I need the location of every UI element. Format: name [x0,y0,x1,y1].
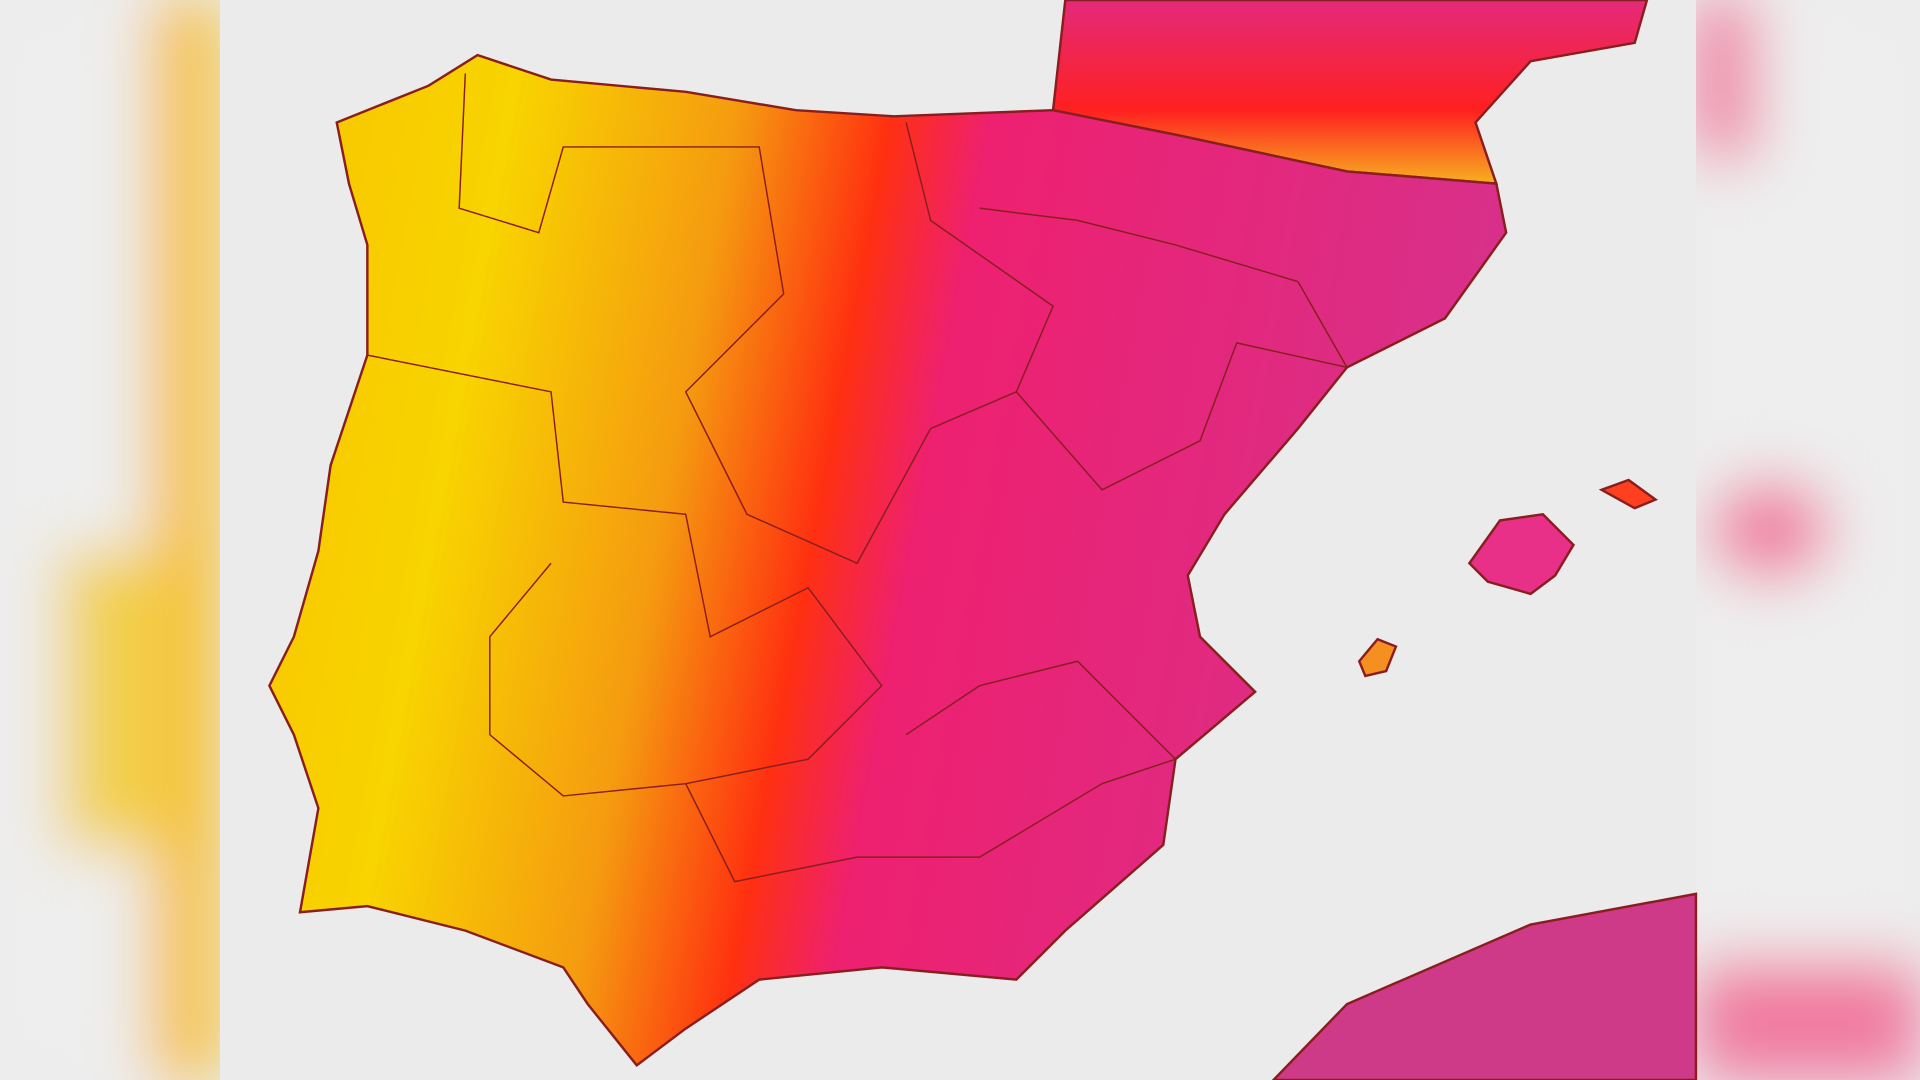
region-border [458,73,1054,565]
right-blurred-panel [1696,0,1920,1080]
region-border [979,207,1349,491]
left-blurred-panel [0,0,220,1080]
region-border [367,354,883,797]
menorca [1598,478,1659,510]
panel-color [1696,0,1756,160]
region-border [685,660,1177,883]
panel-color [1696,960,1920,1080]
africa [1271,892,1698,1080]
iberia [268,53,1508,1068]
panel-color [60,550,160,850]
panel-color [1710,480,1830,580]
mallorca [1467,512,1576,596]
ibiza [1357,637,1398,678]
panel-color [150,0,220,1080]
map [268,0,1698,1080]
